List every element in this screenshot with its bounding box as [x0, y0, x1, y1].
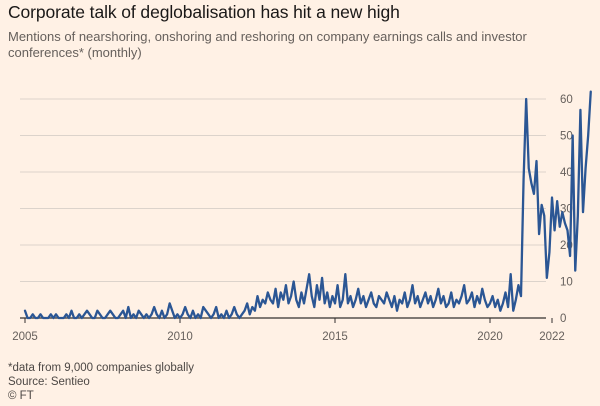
footnote: *data from 9,000 companies globally	[8, 362, 195, 374]
x-tick-label: 2010	[167, 331, 193, 343]
x-tick-label: 2020	[477, 331, 503, 343]
chart-title: Corporate talk of deglobalisation has hi…	[8, 2, 400, 22]
x-axis-ticks: 2005 2010 2015 2020 2022	[12, 318, 565, 343]
x-tick-label: 2005	[12, 331, 38, 343]
chart-subtitle: Mentions of nearshoring, onshoring and r…	[8, 29, 527, 60]
y-tick-label: 60	[560, 94, 573, 106]
x-tick-label: 2022	[539, 331, 565, 343]
y-tick-label: 40	[560, 167, 573, 179]
y-tick-label: 50	[560, 131, 573, 143]
x-tick-label: 2015	[322, 331, 348, 343]
series-line	[23, 90, 592, 320]
source-note: Source: Sentieo	[8, 376, 90, 388]
ft-credit: © FT	[8, 390, 34, 402]
y-tick-label: 10	[560, 277, 573, 289]
y-tick-label: 0	[560, 313, 566, 325]
grid-lines	[20, 98, 546, 319]
